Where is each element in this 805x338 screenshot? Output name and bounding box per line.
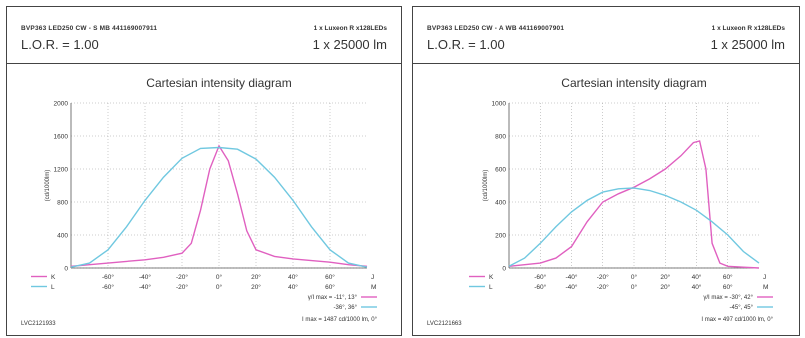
x-tick-label: 0° [631,273,638,281]
y-tick-label: 1200 [54,167,69,174]
series-line-l [508,187,760,267]
y-tick-label: 2000 [54,101,69,108]
y-axis-label: (cd/1000lm) [483,170,489,202]
imax-annotation: I max = 1487 cd/1000 lm, 0° [302,317,378,323]
y-tick-label: 400 [495,200,506,207]
series-line-k [70,144,368,267]
y-tick-label: 1000 [492,101,507,108]
y-axis-label: (cd/1000lm) [45,170,51,202]
lamp-spec: 1 x Luxeon R x128LEDs [711,25,785,32]
x-tick-label: -60° [102,283,114,291]
x-tick-label: 60° [723,283,733,291]
series-line-k [508,140,760,269]
diagram-reference: LVC2121663 [427,321,462,327]
angle-annotation: -45°, 45° [730,305,754,311]
x-tick-label: -60° [534,273,546,281]
angle-annotation: γ/I max = -11°, 13° [308,295,358,301]
x-axis-end-label: M [763,284,768,291]
x-tick-label: 0° [631,283,638,291]
lamp-spec: 1 x Luxeon R x128LEDs [313,25,387,32]
series-line-l [70,146,368,268]
y-tick-label: 800 [57,200,68,207]
x-tick-label: 60° [325,283,335,291]
y-tick-label: 200 [495,233,506,240]
flux-value: 1 x 25000 lm [710,37,785,52]
angle-annotation: -36°, 36° [334,305,358,311]
x-tick-label: -20° [597,283,609,291]
y-tick-label: 0 [502,266,506,273]
x-tick-label: 20° [251,283,261,291]
chart-title: Cartesian intensity diagram [146,76,291,90]
y-tick-label: 0 [64,266,68,273]
x-tick-label: 40° [288,283,298,291]
diagram-reference: LVC2121933 [21,321,56,327]
y-tick-label: 1600 [54,134,69,141]
x-tick-label: -20° [597,273,609,281]
intensity-chart-left: Cartesian intensity diagram 0 400 800 1200 16… [21,76,378,327]
y-tick-label: 600 [495,167,506,174]
luminaire-panel-left: BVP363 LED250 CW - S MB 441169007911 1 x… [6,6,402,336]
intensity-chart-right: Cartesian intensity diagram 0 200 400 600 800… [427,76,774,327]
x-tick-label: -40° [566,273,578,281]
x-tick-label: 60° [325,273,335,281]
legend-name: K [489,274,494,281]
x-tick-label: -20° [176,273,188,281]
legend-name: L [489,284,493,291]
luminaire-panel-right: BVP363 LED250 CW - A WB 441169007901 1 x… [412,6,800,336]
x-tick-label: 0° [216,273,223,281]
x-tick-label: -60° [102,273,114,281]
angle-annotation: γ/I max = -30°, 42° [703,295,753,301]
x-axis-end-label: J [371,274,374,281]
product-code: BVP363 LED250 CW - A WB 441169007901 [427,25,565,32]
chart-title: Cartesian intensity diagram [561,76,706,90]
lor-value: L.O.R. = 1.00 [427,37,505,52]
x-tick-label: 20° [251,273,261,281]
x-tick-label: 0° [216,283,223,291]
panel-header: BVP363 LED250 CW - S MB 441169007911 1 x… [7,7,401,64]
lor-value: L.O.R. = 1.00 [21,37,99,52]
x-tick-label: -40° [566,283,578,291]
x-tick-label: -20° [176,283,188,291]
x-tick-label: 40° [692,283,702,291]
legend-name: L [51,284,55,291]
legend-name: K [51,274,56,281]
x-axis-end-label: M [371,284,376,291]
x-tick-label: 40° [288,273,298,281]
flux-value: 1 x 25000 lm [312,37,387,52]
imax-annotation: I max = 497 cd/1000 lm, 0° [701,317,773,323]
x-tick-label: 20° [660,273,670,281]
x-tick-label: -60° [534,283,546,291]
x-tick-label: 40° [692,273,702,281]
y-tick-label: 400 [57,233,68,240]
x-axis-end-label: J [763,274,766,281]
x-tick-label: -40° [139,283,151,291]
y-tick-label: 800 [495,134,506,141]
panel-header: BVP363 LED250 CW - A WB 441169007901 1 x… [413,7,799,64]
x-tick-label: 60° [723,273,733,281]
x-tick-label: -40° [139,273,151,281]
x-tick-label: 20° [660,283,670,291]
product-code: BVP363 LED250 CW - S MB 441169007911 [21,25,158,32]
